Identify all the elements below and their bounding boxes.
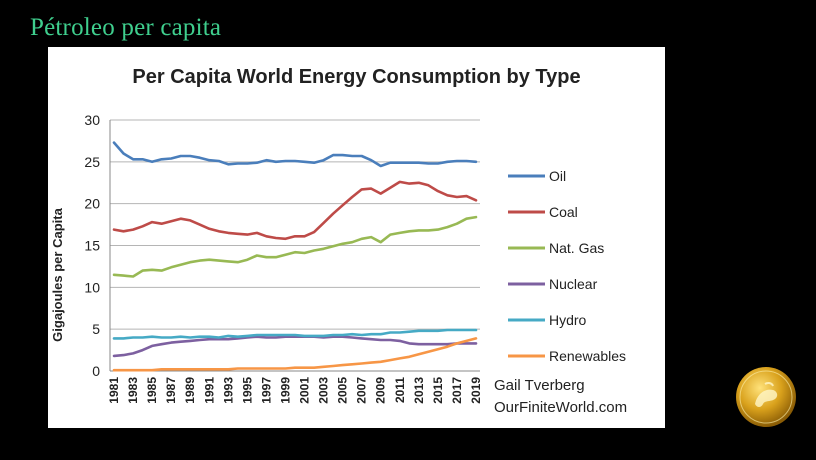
y-axis-label: Gigajoules per Capita: [50, 207, 65, 341]
legend-label: Nat. Gas: [549, 240, 604, 256]
x-tick-label: 2005: [336, 377, 350, 404]
y-tick-label: 10: [84, 279, 100, 295]
x-tick-label: 2003: [317, 377, 331, 404]
series-lines: [112, 141, 478, 372]
x-tick-label: 2013: [412, 377, 426, 404]
x-tick-label: 1985: [145, 377, 159, 404]
x-tick-label: 2011: [393, 377, 407, 403]
x-tick-label: 1989: [183, 377, 197, 404]
series-line-nuclear: [112, 335, 478, 358]
x-tick-label: 2015: [431, 377, 445, 404]
x-tick-label: 2017: [450, 377, 464, 404]
x-tick-label: 1999: [278, 377, 292, 404]
x-tick-label: 2007: [355, 377, 369, 404]
line-chart: 0 5 10 15 20 25 30 1981 1983 1985 1987 1989 1991 1993…: [50, 112, 627, 416]
legend-label: Coal: [549, 204, 578, 220]
x-tick-label: 1995: [240, 377, 254, 404]
x-tick-label: 1993: [221, 377, 235, 404]
gold-coin-logo: [736, 367, 796, 427]
y-tick-label: 15: [84, 238, 100, 254]
legend-label: Hydro: [549, 312, 587, 328]
chart-panel: 0 5 10 15 20 25 30 1981 1983 1985 1987 1989 1991 1993…: [48, 47, 665, 428]
series-line-oil: [112, 141, 478, 168]
legend-label: Nuclear: [549, 276, 598, 292]
x-tick-label: 1981: [107, 377, 121, 404]
grid-lines: [110, 119, 480, 372]
axes: 0 5 10 15 20 25 30 1981 1983 1985 1987 1989 1991 1993…: [84, 112, 483, 404]
website-annotation: OurFiniteWorld.com: [494, 399, 627, 416]
x-tick-label: 2019: [469, 377, 483, 404]
y-tick-label: 0: [92, 363, 100, 379]
y-tick-label: 25: [84, 154, 100, 170]
series-line-renewables: [112, 337, 478, 372]
y-tick-label: 30: [84, 112, 100, 128]
x-tick-label: 1983: [126, 377, 140, 404]
legend-label: Renewables: [549, 348, 626, 364]
chart-title: Per Capita World Energy Consumption by T…: [132, 66, 581, 88]
x-tick-label: 2001: [298, 377, 312, 404]
author-annotation: Gail Tverberg: [494, 377, 585, 394]
x-tick-label: 2009: [374, 377, 388, 404]
x-tick-label: 1991: [202, 377, 216, 404]
series-line-nat-gas: [112, 215, 478, 278]
series-line-hydro: [112, 328, 478, 340]
legend: Oil Coal Nat. Gas Nuclear Hydro Renewables: [508, 168, 626, 364]
slide-title: Pétroleo per capita: [30, 14, 222, 41]
y-tick-label: 5: [92, 321, 100, 337]
series-line-coal: [112, 180, 478, 241]
x-tick-label: 1997: [259, 377, 273, 404]
legend-label: Oil: [549, 168, 566, 184]
y-tick-label: 20: [84, 196, 100, 212]
x-tick-label: 1987: [164, 377, 178, 404]
